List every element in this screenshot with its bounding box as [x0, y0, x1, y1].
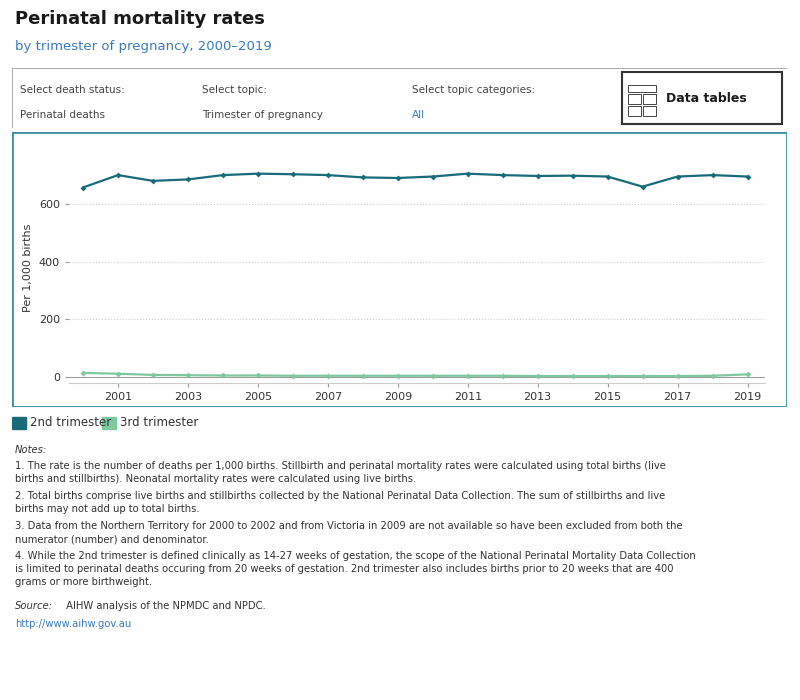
Text: Data tables: Data tables: [666, 92, 746, 104]
Bar: [643, 106, 656, 116]
Bar: [643, 94, 656, 104]
Text: Select topic:: Select topic:: [202, 85, 267, 95]
Bar: [102, 417, 116, 429]
Text: 2nd trimester: 2nd trimester: [30, 416, 111, 430]
Y-axis label: Per 1,000 births: Per 1,000 births: [23, 223, 34, 312]
Text: 3rd trimester: 3rd trimester: [120, 416, 198, 430]
Text: AIHW analysis of the NPMDC and NPDC.: AIHW analysis of the NPMDC and NPDC.: [63, 601, 266, 611]
Text: http://www.aihw.gov.au: http://www.aihw.gov.au: [15, 619, 131, 629]
Text: by trimester of pregnancy, 2000–2019: by trimester of pregnancy, 2000–2019: [15, 40, 272, 52]
Text: 3. Data from the Northern Territory for 2000 to 2002 and from Victoria in 2009 a: 3. Data from the Northern Territory for …: [15, 521, 682, 544]
Text: Select death status:: Select death status:: [20, 85, 125, 95]
Bar: [628, 94, 641, 104]
Bar: [628, 85, 656, 92]
Text: Perinatal deaths: Perinatal deaths: [20, 110, 105, 120]
Text: Trimester of pregnancy: Trimester of pregnancy: [202, 110, 323, 120]
Bar: [622, 72, 782, 124]
Text: All: All: [412, 110, 425, 120]
Text: Source:: Source:: [15, 601, 53, 611]
Text: 2. Total births comprise live births and stillbirths collected by the National P: 2. Total births comprise live births and…: [15, 491, 666, 514]
Text: 1. The rate is the number of deaths per 1,000 births. Stillbirth and perinatal m: 1. The rate is the number of deaths per …: [15, 461, 666, 484]
Text: Select topic categories:: Select topic categories:: [412, 85, 535, 95]
Text: 4. While the 2nd trimester is defined clinically as 14-27 weeks of gestation, th: 4. While the 2nd trimester is defined cl…: [15, 551, 696, 587]
Bar: [628, 106, 641, 116]
Text: Notes:: Notes:: [15, 445, 47, 455]
Bar: [12, 417, 26, 429]
Text: Perinatal mortality rates: Perinatal mortality rates: [15, 10, 265, 28]
